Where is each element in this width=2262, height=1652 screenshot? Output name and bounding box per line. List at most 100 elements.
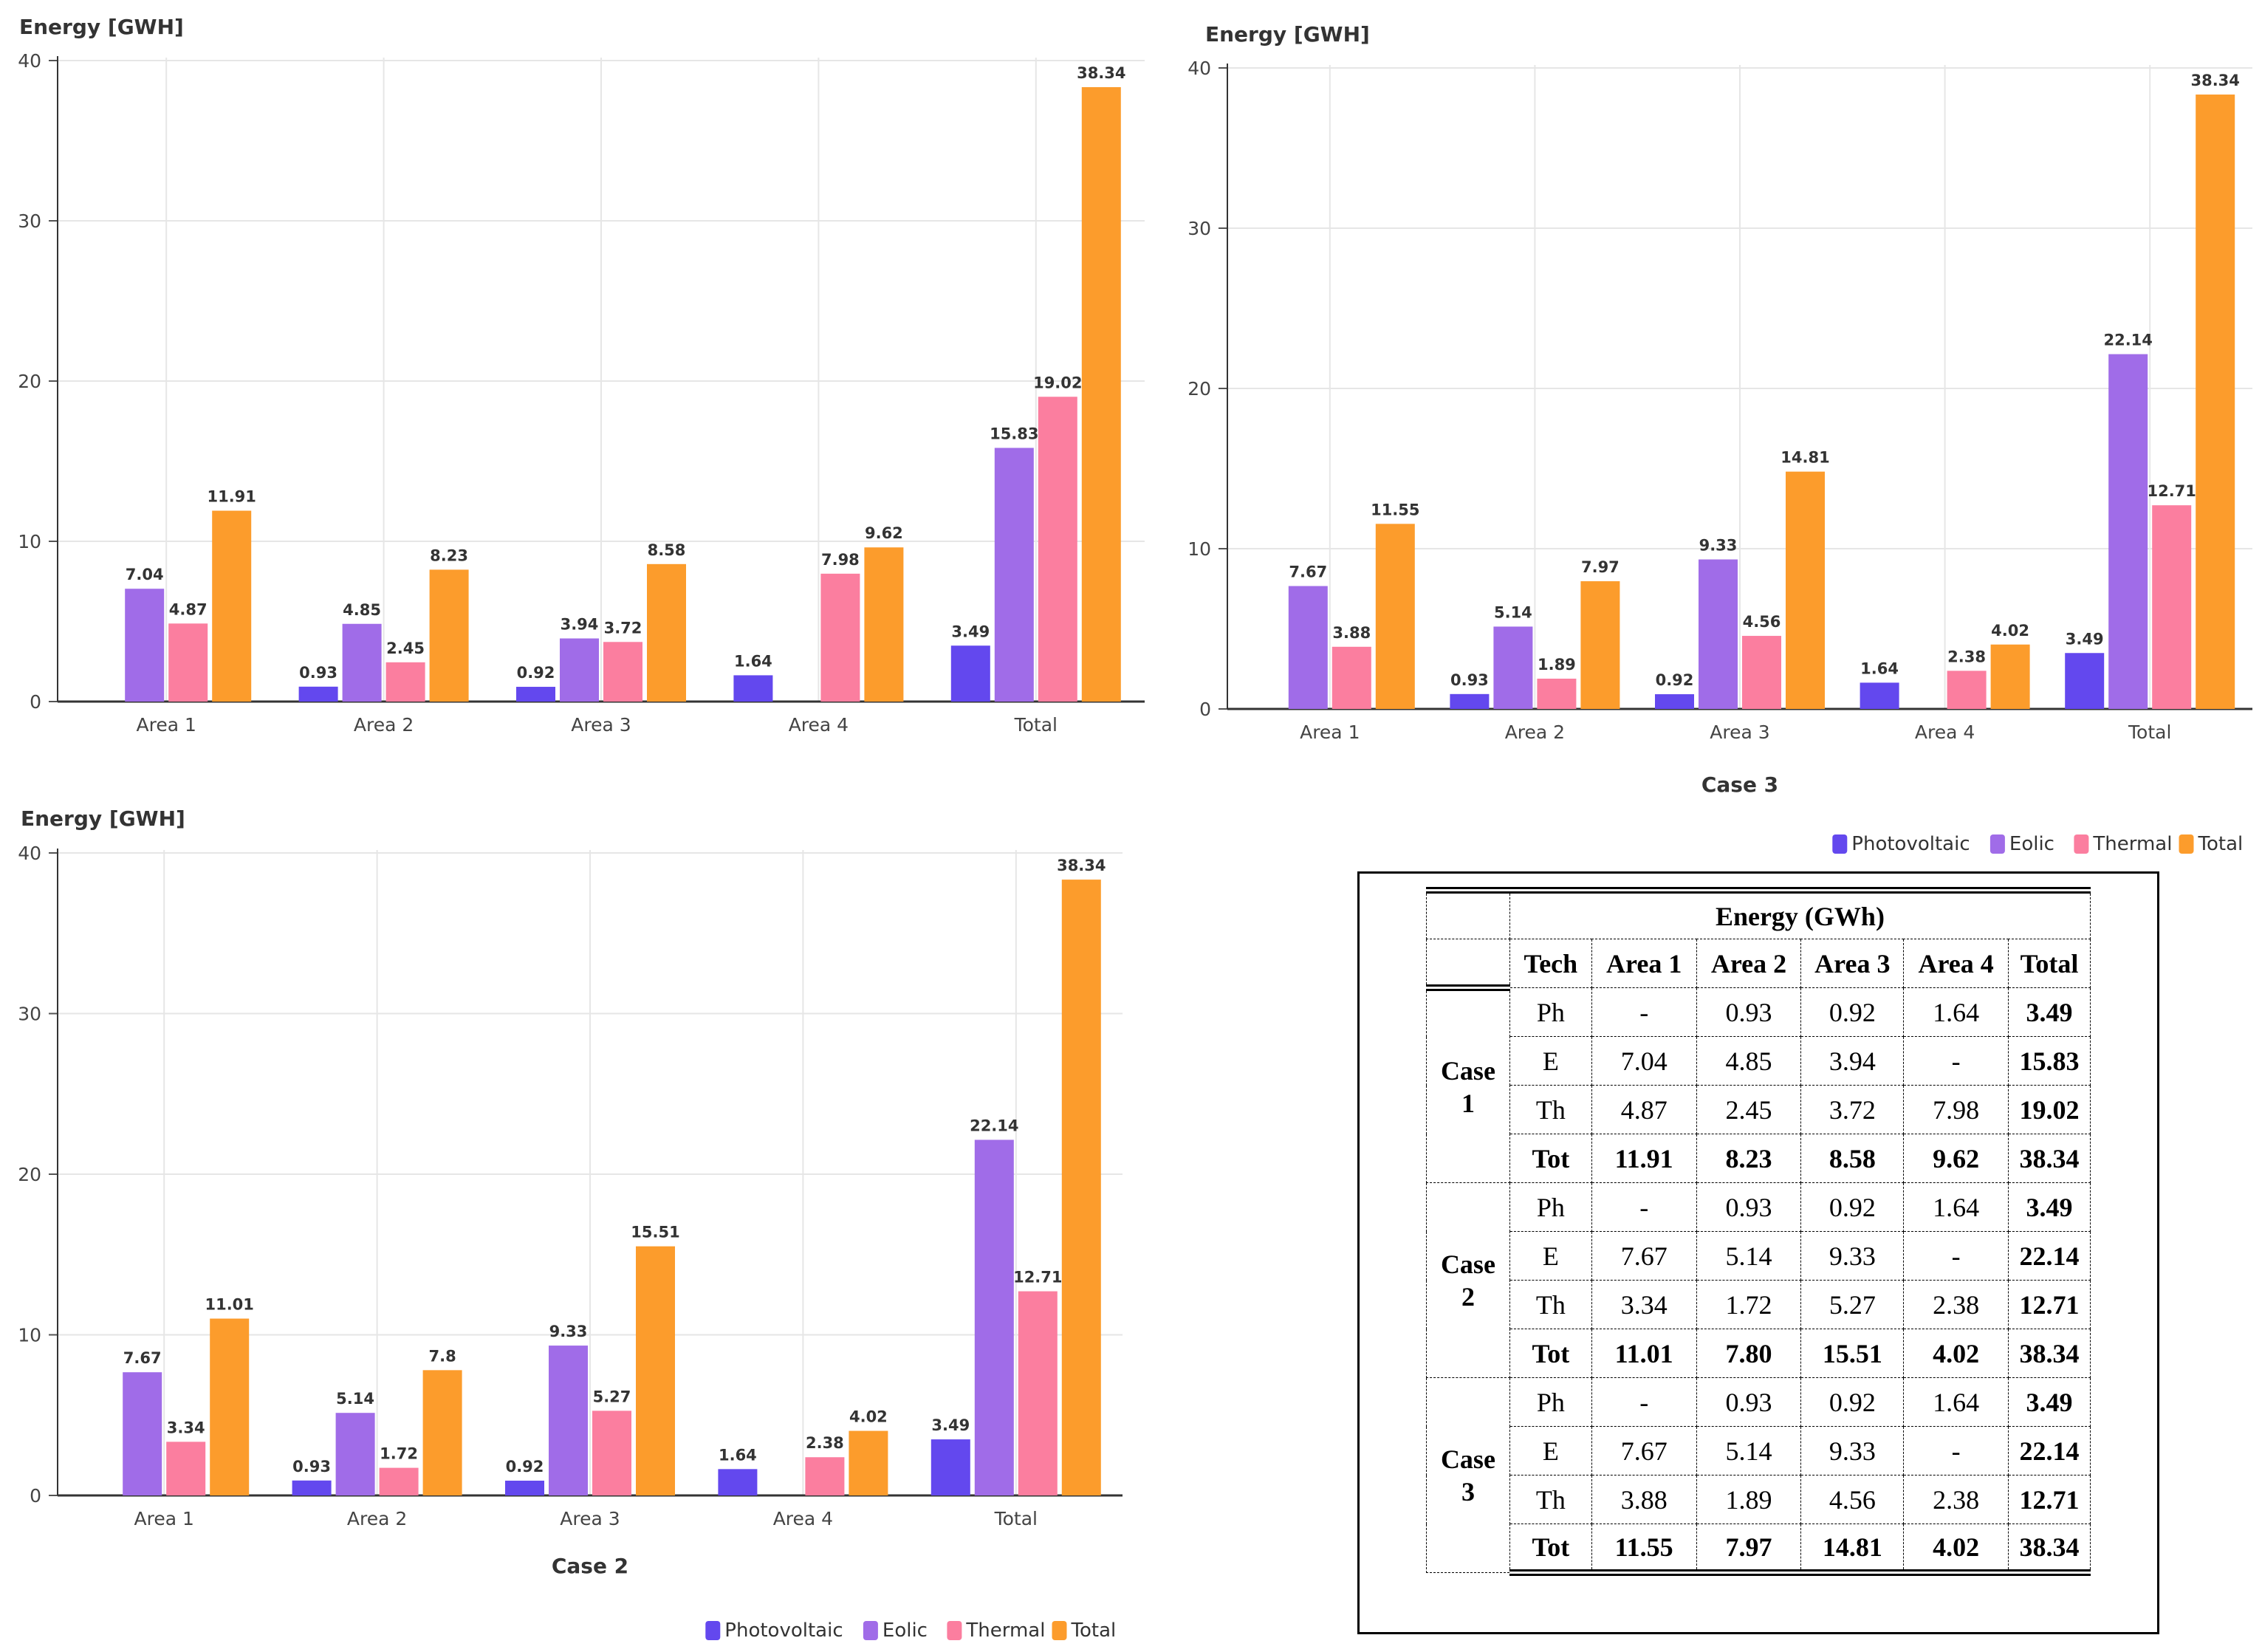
bar-value-label: 8.23 bbox=[430, 546, 468, 564]
value-cell: 1.64 bbox=[1903, 1377, 2009, 1427]
table-row: Case 2 Ph -0.93 0.92 1.64 3.49 bbox=[1426, 1182, 2091, 1378]
bar-value-label: 0.93 bbox=[299, 664, 337, 682]
bar-thermal bbox=[820, 573, 860, 702]
value-cell: 3.88 bbox=[1591, 1475, 1697, 1524]
value-cell: 15.83 bbox=[2008, 1036, 2091, 1086]
tech-label: Tot bbox=[1509, 1329, 1592, 1378]
bar-value-label: 9.62 bbox=[865, 524, 903, 542]
legend-label: Thermal bbox=[965, 1620, 1045, 1642]
bar-value-label: 3.88 bbox=[1332, 624, 1371, 642]
value-cell: - bbox=[1903, 1231, 2009, 1281]
bar-total bbox=[1786, 471, 1825, 709]
bar-eolic bbox=[1493, 626, 1533, 709]
bar-value-label: 7.98 bbox=[821, 551, 860, 569]
value-cell: 11.91 bbox=[1591, 1134, 1697, 1183]
value-cell: 9.33 bbox=[1800, 1231, 1905, 1281]
chart-case2: Energy [GWH] 0 10 20 30 40 7.67 3.34 11.01 Area 1… bbox=[18, 806, 1123, 1642]
bar-photovoltaic bbox=[516, 687, 555, 702]
tech-label: Tot bbox=[1509, 1134, 1592, 1183]
bar-eolic bbox=[125, 589, 165, 702]
bar-photovoltaic bbox=[505, 1480, 544, 1495]
value-cell: 5.14 bbox=[1696, 1231, 1802, 1281]
bar-eolic bbox=[560, 638, 599, 702]
value-cell: 8.23 bbox=[1696, 1134, 1802, 1183]
bar-total bbox=[210, 1318, 250, 1495]
bar-thermal bbox=[1742, 636, 1781, 709]
table-row: Th 3.34 1.72 5.27 2.38 12.71 bbox=[1427, 1280, 2091, 1329]
x-tick-label: Total bbox=[2128, 722, 2171, 743]
case-label-word: Case bbox=[1440, 1249, 1495, 1279]
column-header: Area 2 bbox=[1696, 939, 1802, 988]
y-tick-label: 10 bbox=[18, 531, 41, 552]
bar-value-label: 4.56 bbox=[1743, 613, 1781, 631]
energy-table: Energy (GWh) Tech Area 1 Area 2 Area 3 Area 4… bbox=[1426, 887, 2091, 1576]
y-axis-title: Energy [GWH] bbox=[21, 806, 185, 831]
value-cell: 0.93 bbox=[1696, 1182, 1802, 1232]
value-cell: 7.04 bbox=[1591, 1036, 1697, 1086]
bar-value-label: 12.71 bbox=[2147, 482, 2196, 500]
bar-eolic bbox=[974, 1139, 1014, 1495]
bar-value-label: 2.45 bbox=[386, 640, 425, 657]
bar-value-label: 3.49 bbox=[2066, 630, 2104, 648]
bar-value-label: 3.49 bbox=[931, 1416, 970, 1434]
value-cell: 3.72 bbox=[1800, 1085, 1905, 1134]
table-row: Case 3 Ph -0.93 0.92 1.64 3.49 bbox=[1426, 1377, 2091, 1573]
bar-value-label: 0.92 bbox=[1656, 671, 1694, 689]
bar-total bbox=[429, 569, 469, 702]
bar-total bbox=[1990, 644, 2030, 709]
value-cell: 0.92 bbox=[1800, 1377, 1905, 1427]
bar-eolic bbox=[2108, 354, 2148, 709]
bar-value-label: 5.14 bbox=[336, 1390, 374, 1408]
x-tick-label: Area 1 bbox=[137, 714, 196, 736]
bar-value-label: 7.67 bbox=[123, 1349, 162, 1367]
bar-value-label: 1.64 bbox=[719, 1446, 757, 1464]
bar-eolic bbox=[335, 1413, 375, 1495]
value-cell: 11.55 bbox=[1591, 1524, 1697, 1576]
x-tick-label: Area 4 bbox=[1915, 722, 1975, 743]
legend-item-thermal: Thermal bbox=[947, 1620, 1045, 1642]
value-cell: 3.49 bbox=[2008, 987, 2091, 1037]
value-cell: 3.94 bbox=[1800, 1036, 1905, 1086]
bar-total bbox=[422, 1370, 462, 1495]
bar-thermal bbox=[1332, 646, 1371, 709]
bar-photovoltaic bbox=[2065, 653, 2105, 709]
bar-eolic bbox=[1699, 559, 1738, 709]
tech-label: Tot bbox=[1509, 1524, 1592, 1576]
bar-value-label: 3.94 bbox=[561, 616, 599, 634]
legend-swatch bbox=[863, 1621, 878, 1640]
bar-value-label: 9.33 bbox=[549, 1323, 588, 1340]
bar-value-label: 11.01 bbox=[205, 1296, 253, 1314]
y-tick-label: 10 bbox=[18, 1325, 41, 1346]
y-axis-title: Energy [GWH] bbox=[19, 15, 184, 39]
legend-item-thermal: Thermal bbox=[2074, 833, 2172, 855]
value-cell: 9.33 bbox=[1800, 1426, 1905, 1476]
legend-label: Eolic bbox=[2009, 833, 2054, 855]
case-label: Case 1 bbox=[1426, 987, 1510, 1183]
case-label-word: Case bbox=[1440, 1444, 1495, 1474]
value-cell: 3.49 bbox=[2008, 1377, 2091, 1427]
bar-total bbox=[864, 547, 904, 702]
value-cell: 38.34 bbox=[2008, 1134, 2091, 1183]
legend-item-total: Total bbox=[2179, 833, 2243, 855]
legend-swatch bbox=[1832, 834, 1848, 854]
bar-value-label: 4.87 bbox=[169, 600, 208, 618]
bar-value-label: 11.91 bbox=[207, 488, 256, 506]
value-cell: 4.85 bbox=[1696, 1036, 1802, 1086]
bar-value-label: 4.02 bbox=[1991, 622, 2029, 640]
bar-thermal bbox=[379, 1467, 419, 1495]
column-header: Area 1 bbox=[1591, 939, 1697, 988]
bar-value-label: 8.58 bbox=[648, 541, 686, 559]
table-corner-cell bbox=[1426, 887, 1510, 939]
value-cell: 19.02 bbox=[2008, 1085, 2091, 1134]
legend-item-eolic: Eolic bbox=[1989, 833, 2054, 855]
y-tick-label: 20 bbox=[18, 1164, 41, 1185]
bar-value-label: 22.14 bbox=[970, 1117, 1018, 1134]
bar-value-label: 2.38 bbox=[806, 1434, 844, 1452]
tech-label: Th bbox=[1509, 1280, 1592, 1329]
table-header-row: Tech Area 1 Area 2 Area 3 Area 4 Total bbox=[1426, 939, 2091, 991]
value-cell: - bbox=[1591, 1182, 1697, 1232]
bar-value-label: 22.14 bbox=[2103, 332, 2152, 349]
case-label-number: 3 bbox=[1461, 1476, 1475, 1507]
table-row: E 7.67 5.14 9.33-22.14 bbox=[1427, 1426, 2091, 1476]
y-tick-label: 20 bbox=[18, 371, 41, 392]
